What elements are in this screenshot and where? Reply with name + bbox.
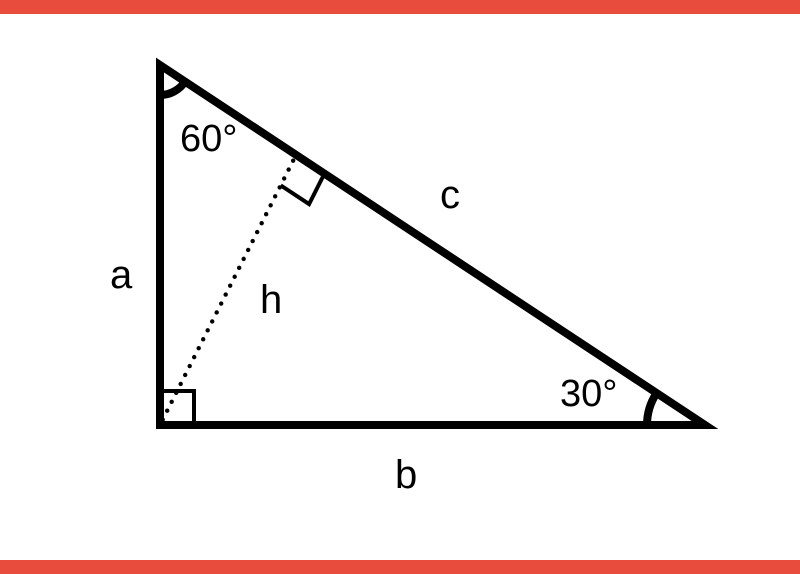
side-c-label: c: [440, 175, 460, 215]
diagram-stage: a b c h 60° 30°: [0, 0, 800, 574]
side-b-label: b: [395, 455, 417, 495]
angle-60-label: 60°: [180, 120, 237, 158]
altitude-h-label: h: [260, 280, 282, 320]
side-a-label: a: [110, 255, 132, 295]
angle-30-label: 30°: [560, 375, 617, 413]
